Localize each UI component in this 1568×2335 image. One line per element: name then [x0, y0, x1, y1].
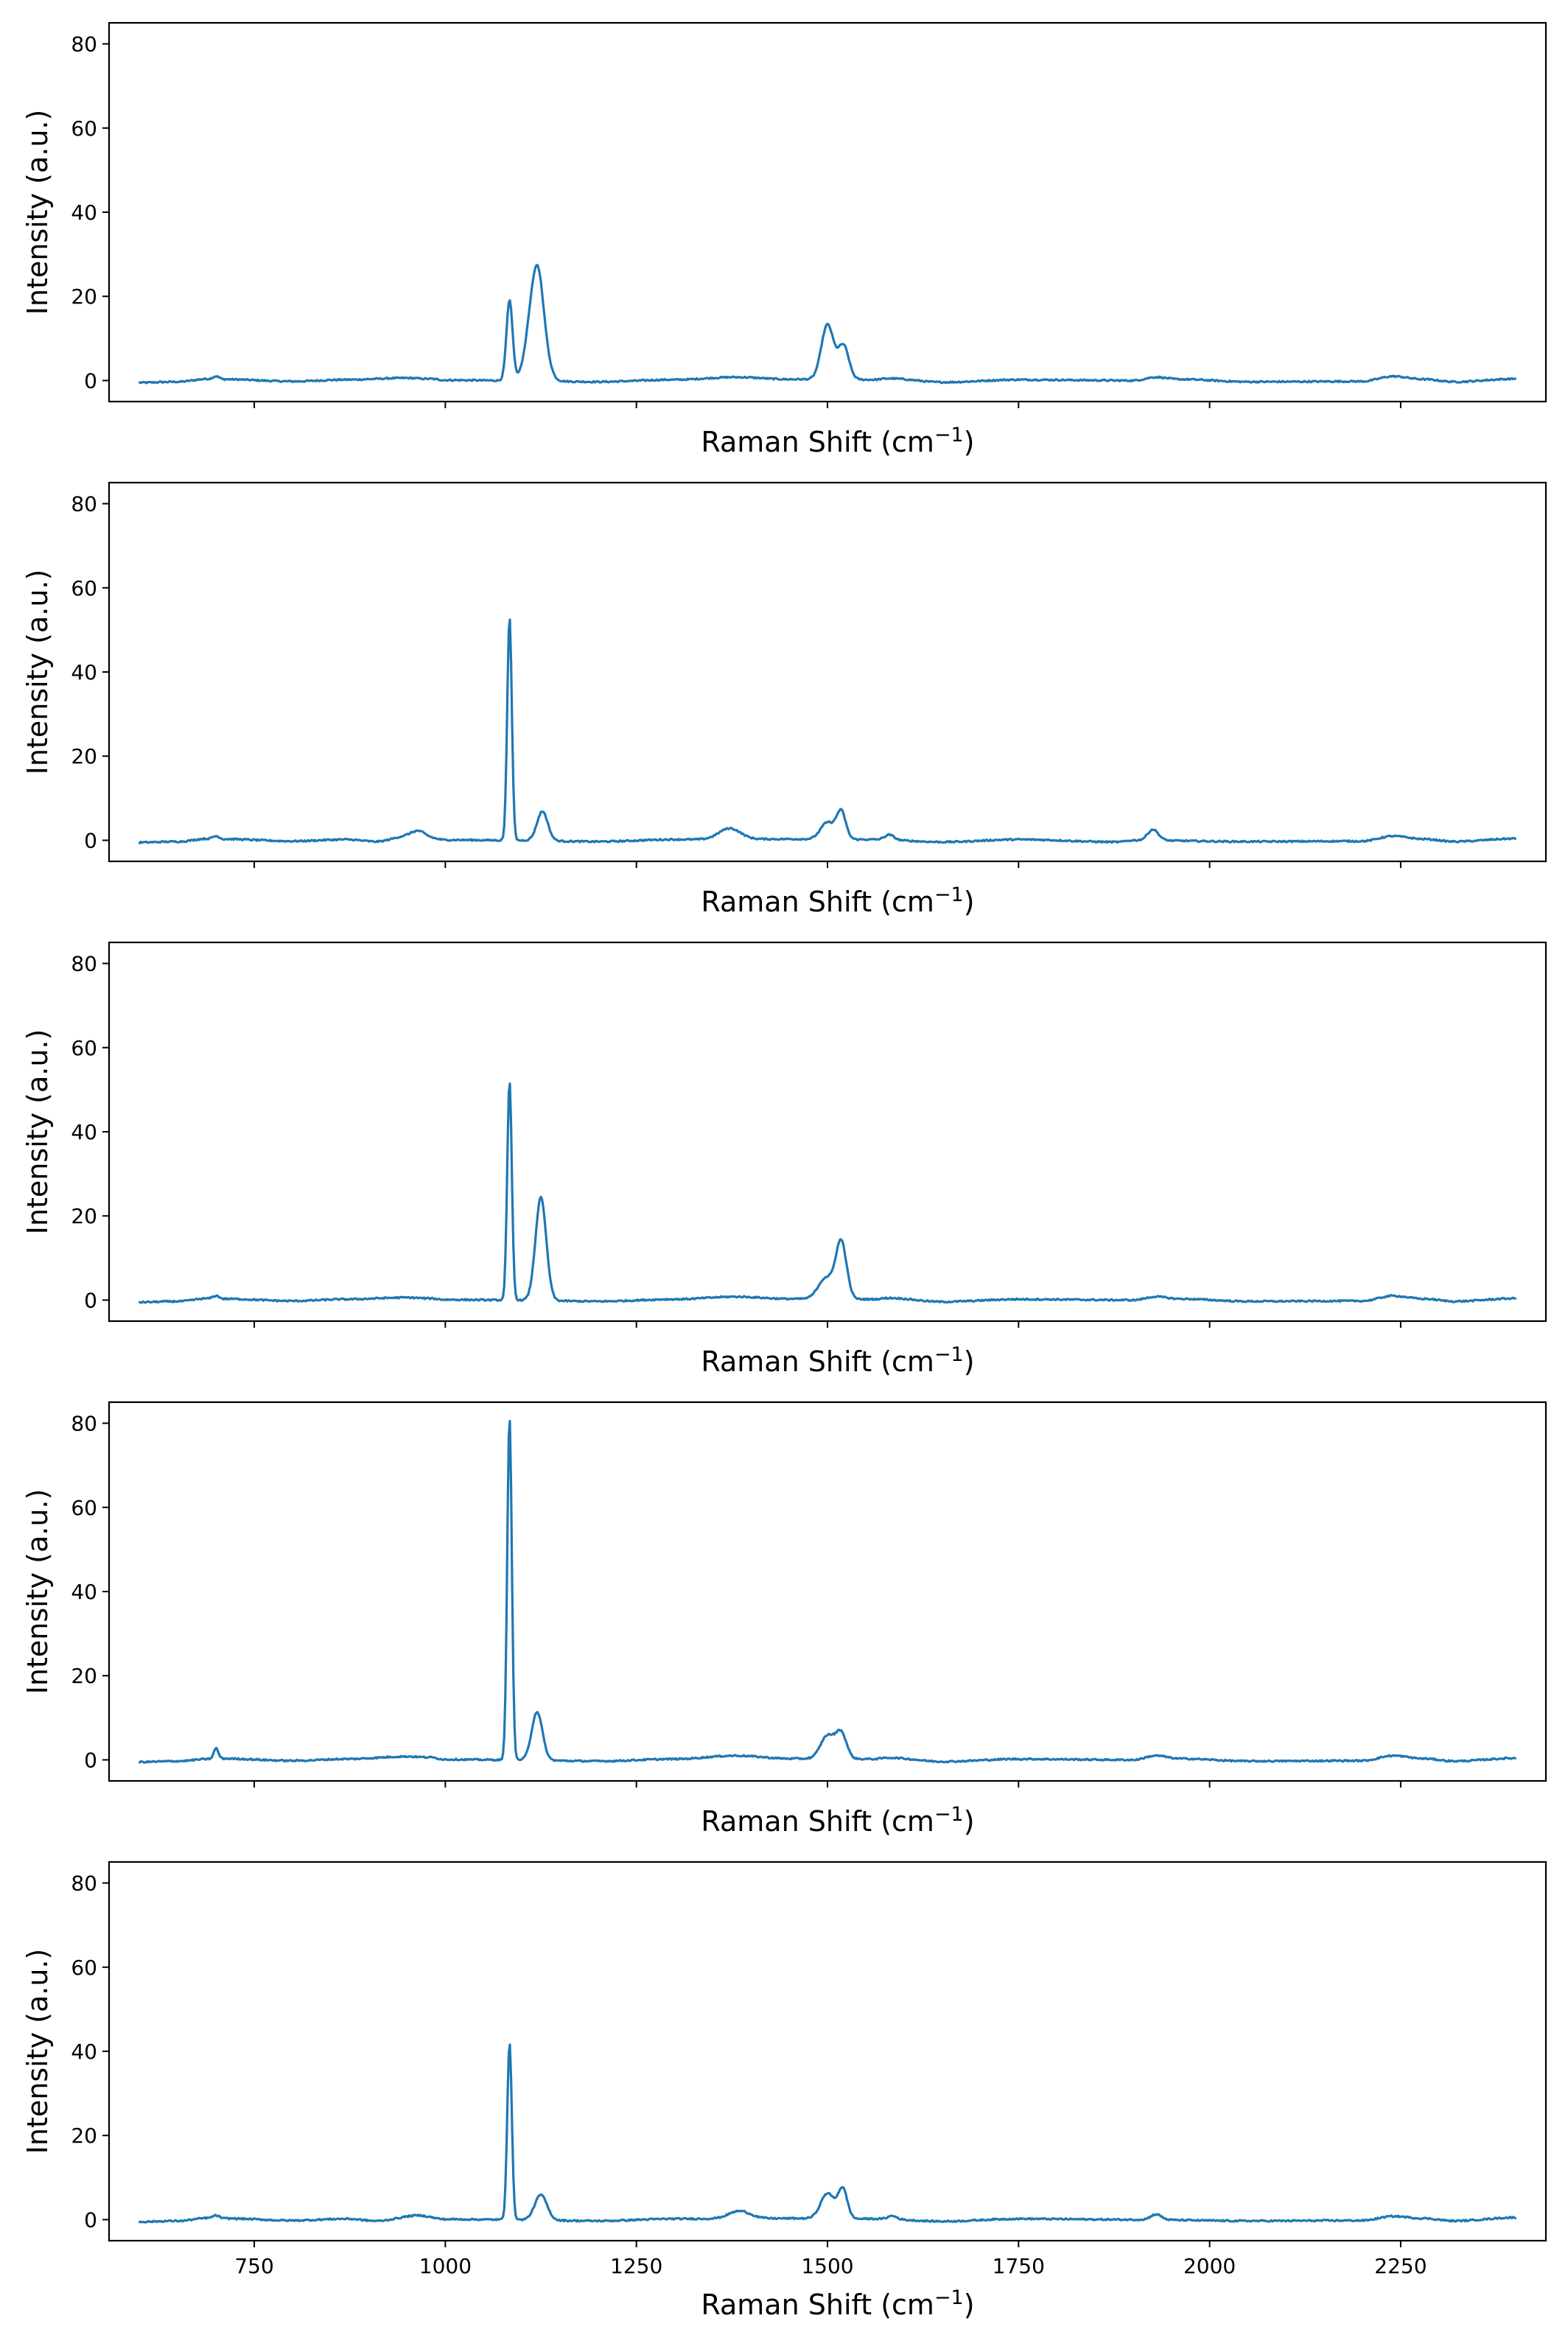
y-tick-label: 80 — [71, 32, 97, 57]
x-axis-title: Raman Shift (cm−1) — [701, 1343, 974, 1378]
spectrum-line — [138, 618, 1517, 844]
y-tick-label: 80 — [71, 492, 97, 517]
y-tick-label: 40 — [71, 660, 97, 685]
x-tick-label: 2000 — [1183, 2254, 1236, 2278]
spectrum-line — [138, 264, 1517, 385]
y-tick-label: 20 — [71, 284, 97, 309]
x-axis-title: Raman Shift (cm−1) — [701, 883, 974, 918]
y-tick-label: 80 — [71, 1872, 97, 1896]
subplot-5: 0 20 40 60 80 750 1000 1250 1500 1750 2000 2250 Rama… — [21, 1860, 1547, 2321]
axes-frame — [108, 1860, 1547, 2242]
y-axis-title: Intensity (a.u.) — [21, 1949, 54, 2154]
y-tick-label: 60 — [71, 1036, 97, 1060]
y-axis-title: Intensity (a.u.) — [21, 1489, 54, 1695]
y-tick-label: 60 — [71, 1496, 97, 1520]
subplot-2: 0 20 40 60 80 Raman Shift (cm−1) Intensity (a.… — [21, 481, 1547, 918]
x-tick-label: 1000 — [419, 2254, 472, 2278]
x-tick-label: 1250 — [610, 2254, 662, 2278]
y-axis-title: Intensity (a.u.) — [21, 1029, 54, 1235]
axes-frame — [108, 1401, 1547, 1782]
y-tick-label: 0 — [84, 1288, 97, 1312]
subplot-3: 0 20 40 60 80 Raman Shift (cm−1) Intensity (a.… — [21, 941, 1547, 1378]
y-tick-label: 20 — [71, 1664, 97, 1688]
y-tick-label: 60 — [71, 1956, 97, 1980]
y-tick-label: 40 — [71, 2040, 97, 2064]
subplot-4: 0 20 40 60 80 Raman Shift (cm−1) Intensity (a.… — [21, 1401, 1547, 1838]
x-tick-label: 750 — [234, 2254, 273, 2278]
y-tick-label: 20 — [71, 1204, 97, 1228]
axes-frame — [108, 941, 1547, 1323]
y-tick-label: 40 — [71, 200, 97, 225]
y-tick-label: 60 — [71, 116, 97, 141]
y-tick-label: 20 — [71, 744, 97, 769]
y-tick-label: 40 — [71, 1120, 97, 1144]
spectrum-line — [138, 1419, 1517, 1764]
y-tick-label: 20 — [71, 2124, 97, 2148]
y-axis-title: Intensity (a.u.) — [21, 570, 54, 775]
x-axis-title: Raman Shift (cm−1) — [701, 2286, 974, 2321]
x-axis-title: Raman Shift (cm−1) — [701, 424, 974, 458]
y-tick-label: 0 — [84, 1748, 97, 1772]
y-tick-label: 60 — [71, 576, 97, 601]
axes-frame — [108, 21, 1547, 403]
y-tick-label: 80 — [71, 952, 97, 976]
subplot-1: 0 20 40 60 80 Raman Shift (cm−1) Intensity (a.… — [21, 21, 1547, 458]
y-tick-label: 0 — [84, 2208, 97, 2232]
x-tick-label: 2250 — [1374, 2254, 1427, 2278]
y-tick-label: 0 — [84, 828, 97, 853]
y-tick-label: 40 — [71, 1580, 97, 1604]
spectrum-line — [138, 2043, 1517, 2224]
y-axis-title: Intensity (a.u.) — [21, 110, 54, 315]
y-tick-label: 0 — [84, 368, 97, 393]
x-axis-title: Raman Shift (cm−1) — [701, 1803, 974, 1838]
x-tick-label: 1500 — [801, 2254, 853, 2278]
spectrum-line — [138, 1082, 1517, 1304]
axes-frame — [108, 481, 1547, 863]
y-tick-label: 80 — [71, 1412, 97, 1436]
x-tick-label: 1750 — [993, 2254, 1045, 2278]
